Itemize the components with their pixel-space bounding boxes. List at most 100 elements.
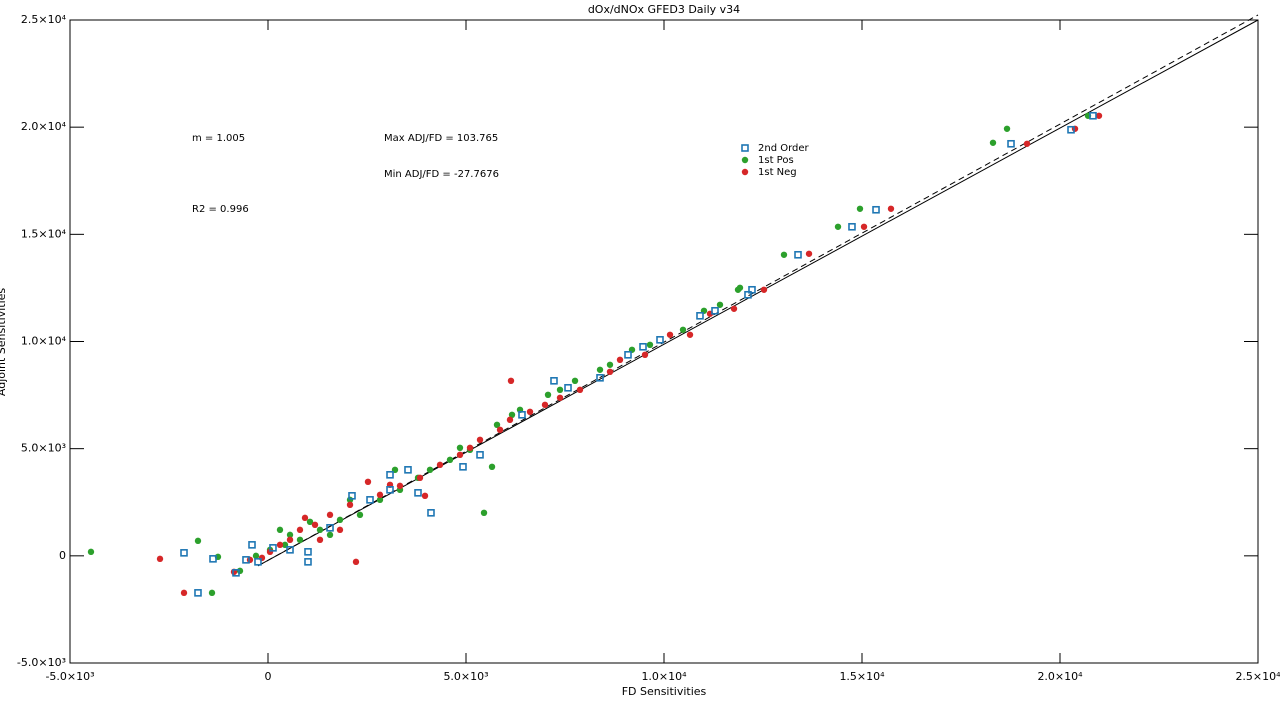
x-tick-label: 2.0×10⁴ <box>1037 670 1083 683</box>
point <box>356 511 364 519</box>
point <box>427 509 435 517</box>
point <box>416 474 424 482</box>
point <box>364 478 372 486</box>
point <box>286 531 294 539</box>
point <box>286 546 294 554</box>
point <box>296 536 304 544</box>
point <box>386 486 394 494</box>
point <box>1023 140 1031 147</box>
point <box>316 526 324 534</box>
point <box>476 451 484 459</box>
legend-marker <box>741 168 749 176</box>
point <box>156 555 164 563</box>
plot-frame <box>69 19 1259 664</box>
point <box>180 589 188 597</box>
point <box>386 471 394 479</box>
y-axis-label: Adjoint Sensitivities <box>0 288 8 397</box>
point <box>316 536 324 544</box>
point <box>887 205 895 212</box>
point <box>194 589 202 597</box>
point <box>518 411 526 419</box>
point <box>476 436 484 444</box>
point <box>624 351 632 359</box>
point <box>286 536 294 544</box>
point <box>87 548 95 556</box>
point <box>301 514 309 522</box>
point <box>269 544 277 552</box>
point <box>856 205 864 212</box>
legend-marker <box>741 156 749 164</box>
point <box>736 284 744 291</box>
point <box>208 589 216 597</box>
point <box>346 501 354 509</box>
point <box>1007 139 1015 148</box>
point <box>1067 125 1075 134</box>
point <box>556 394 564 402</box>
point <box>506 416 514 424</box>
point <box>376 491 384 499</box>
point <box>258 554 266 562</box>
point <box>326 524 334 532</box>
point <box>872 205 880 214</box>
point <box>748 285 756 294</box>
y-tick-label: 1.0×10⁴ <box>21 335 67 348</box>
one-to-one-line <box>257 19 1259 567</box>
point <box>544 391 552 399</box>
point <box>1003 125 1011 132</box>
x-tick-label: -5.0×10³ <box>45 670 94 683</box>
point <box>496 426 504 434</box>
point <box>311 521 319 529</box>
point <box>556 386 564 394</box>
point <box>576 386 584 394</box>
point <box>242 556 250 564</box>
annotation: Min ADJ/FD = -27.7676 <box>384 169 499 180</box>
y-tick-label: -5.0×10³ <box>17 656 66 669</box>
point <box>711 306 719 315</box>
x-axis-label: FD Sensitivities <box>622 685 707 698</box>
annotation: R2 = 0.996 <box>192 204 249 215</box>
point <box>508 411 516 419</box>
point <box>730 305 738 312</box>
point <box>666 331 674 338</box>
point <box>1089 111 1097 120</box>
x-tick-label: 1.0×10⁴ <box>641 670 687 683</box>
point <box>596 366 604 373</box>
point <box>780 251 788 258</box>
point <box>304 548 312 556</box>
y-tick-label: 2.0×10⁴ <box>21 120 67 133</box>
legend-label: 2nd Order <box>758 143 810 154</box>
point <box>656 336 664 344</box>
point <box>459 463 467 471</box>
point <box>436 461 444 469</box>
point <box>426 466 434 474</box>
annotation: Max ADJ/FD = 103.765 <box>384 133 498 144</box>
point <box>352 558 360 566</box>
y-tick-label: 1.5×10⁴ <box>21 227 67 240</box>
point <box>639 342 647 351</box>
point <box>326 511 334 519</box>
point <box>760 286 768 293</box>
point <box>860 223 868 230</box>
point <box>541 401 549 409</box>
point <box>989 139 997 146</box>
x-tick-label: 2.5×10⁴ <box>1235 670 1280 683</box>
point <box>834 223 842 230</box>
point <box>794 250 802 259</box>
point <box>180 549 188 557</box>
point <box>304 558 312 566</box>
point <box>646 341 654 349</box>
point <box>336 516 344 524</box>
point <box>209 555 217 563</box>
point <box>446 456 454 464</box>
point <box>466 444 474 452</box>
point <box>276 526 284 534</box>
point <box>414 489 422 497</box>
point <box>606 368 614 376</box>
point <box>696 312 704 320</box>
point <box>679 326 687 333</box>
legend-marker <box>741 144 749 152</box>
point <box>716 301 724 308</box>
legend-label: 1st Pos <box>758 155 794 166</box>
legend-label: 1st Neg <box>758 167 797 178</box>
point <box>641 351 649 359</box>
